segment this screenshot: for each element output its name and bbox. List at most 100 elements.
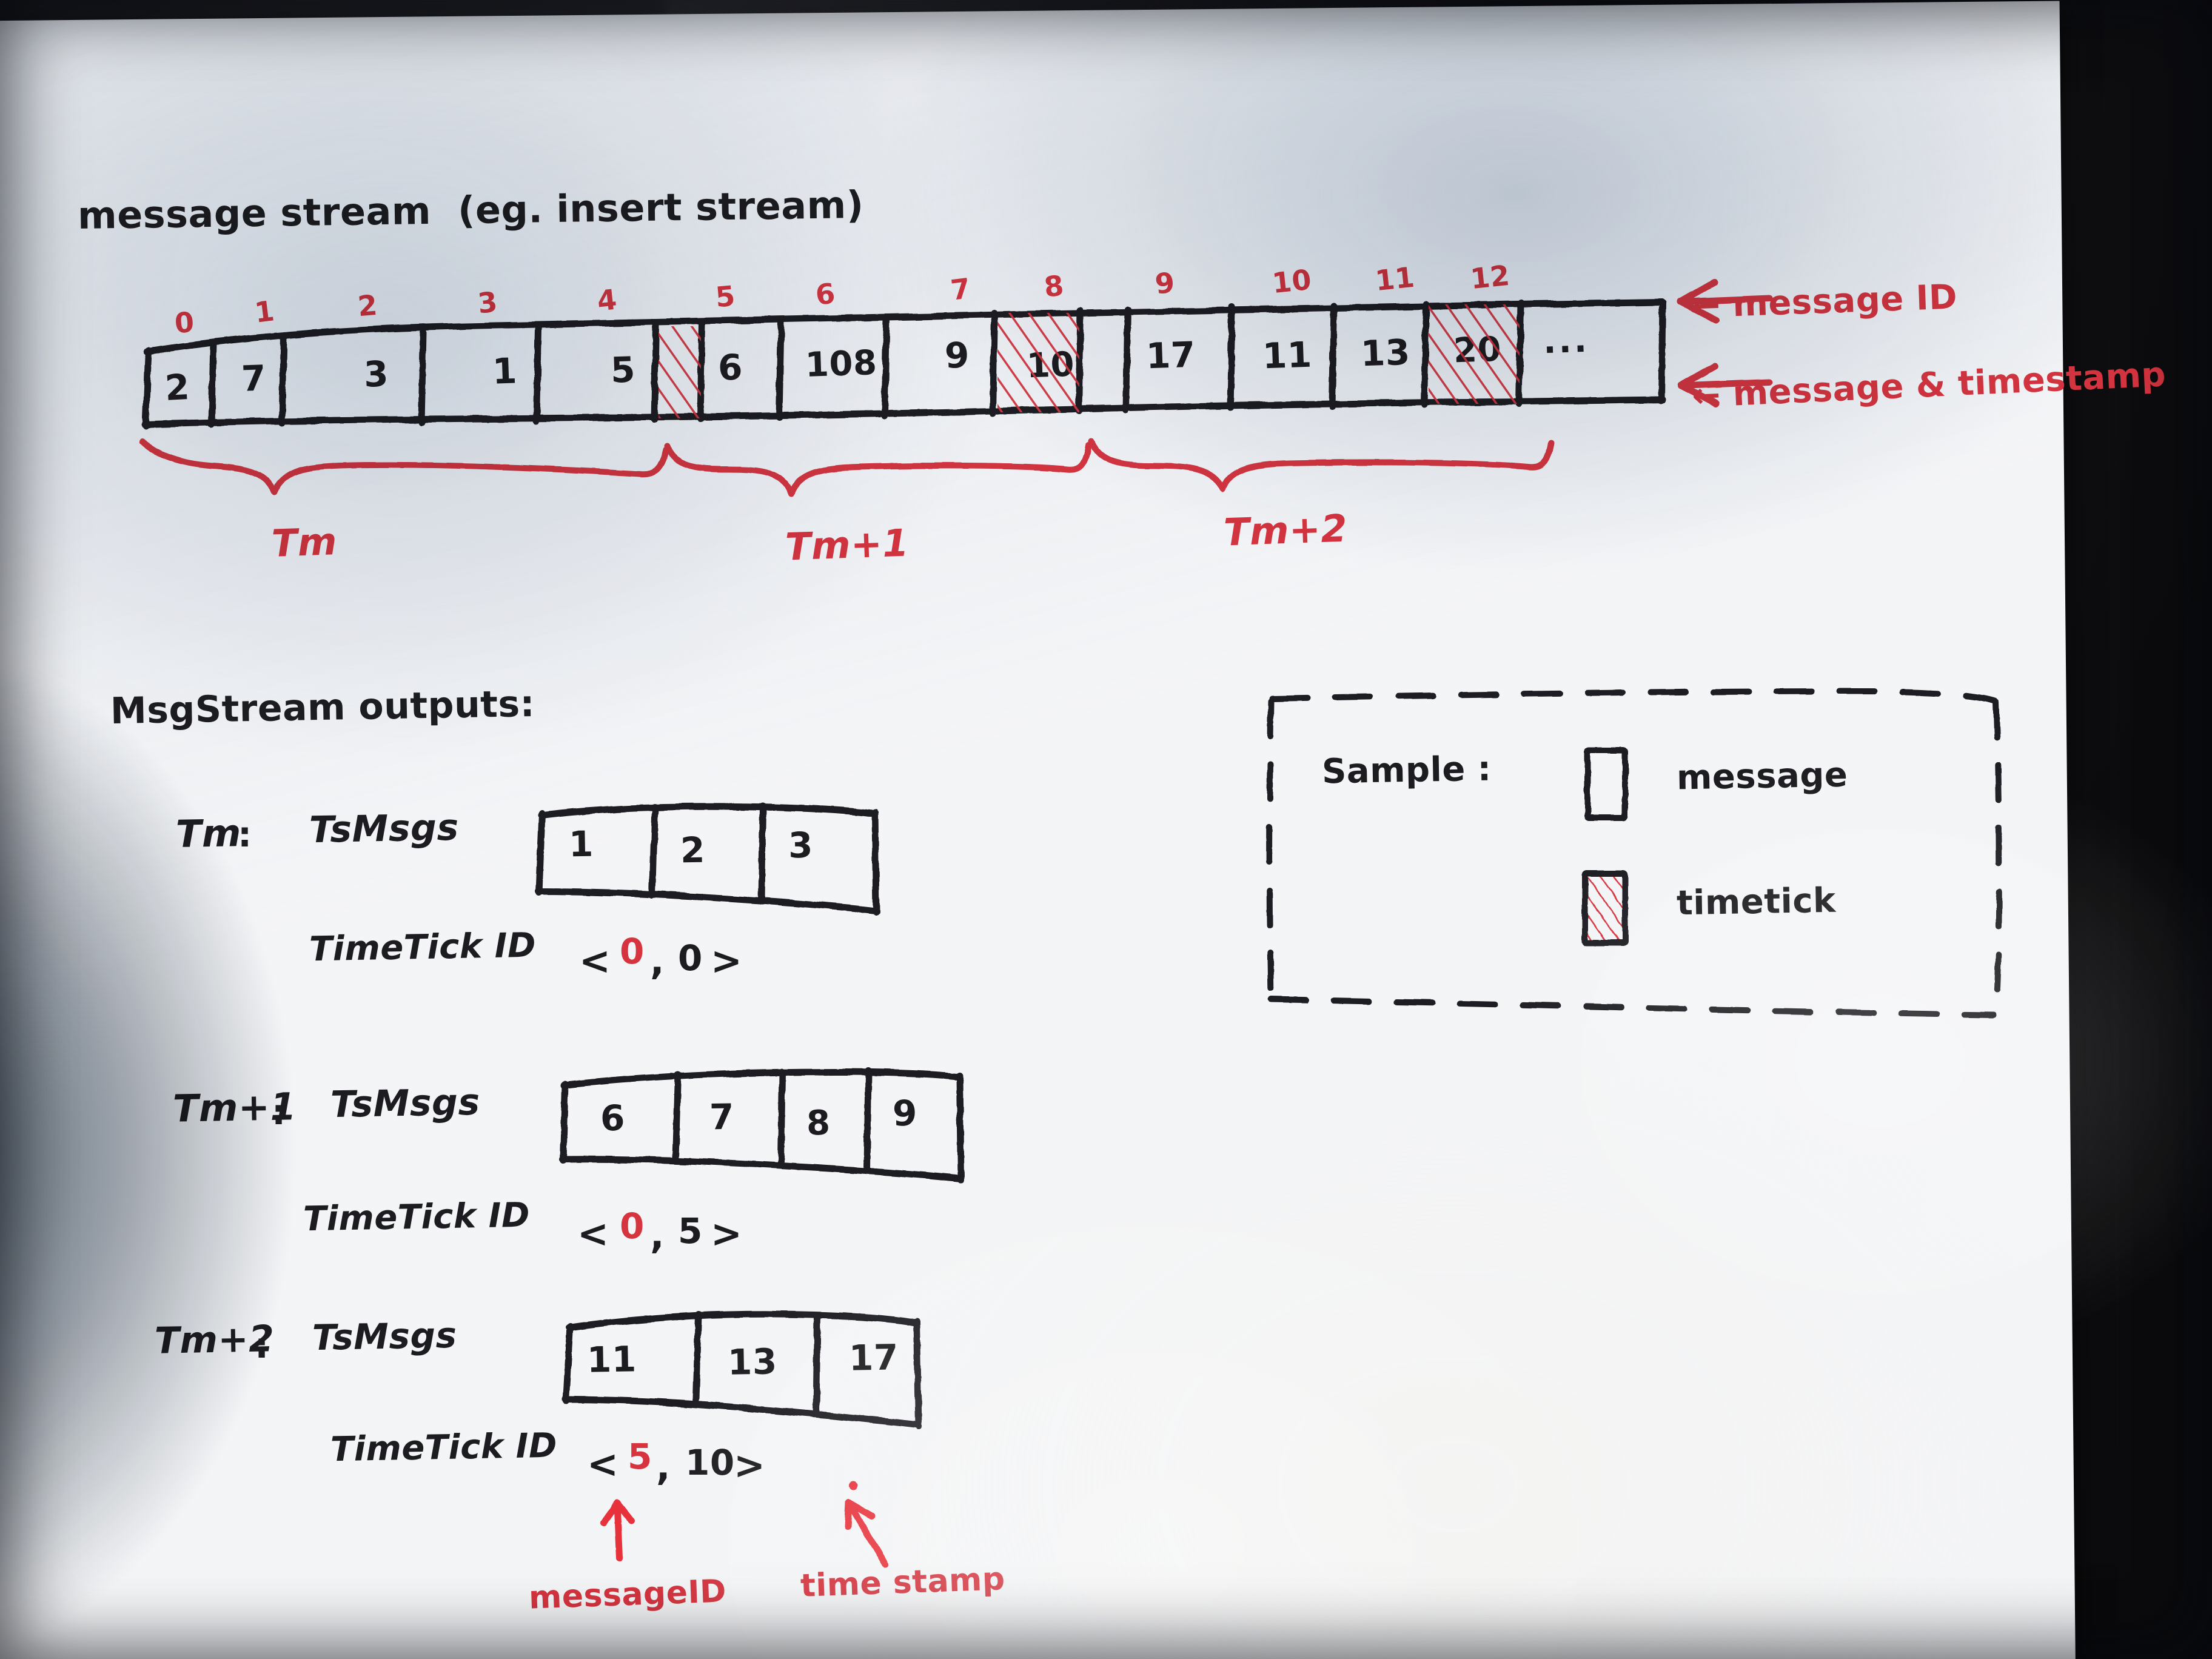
output-msg-cell: 6	[600, 1097, 626, 1139]
output-table-tm-bottom	[535, 888, 879, 914]
output-table-tm1-divider	[672, 1071, 682, 1162]
tick-message-id: 0	[620, 931, 645, 972]
legend-swatch-timetick	[1582, 870, 1628, 945]
stream-index: 0	[173, 305, 196, 340]
legend-box	[1266, 688, 2002, 1018]
legend-box-left	[1266, 698, 1274, 1004]
tick-timestamp: 10	[685, 1442, 735, 1483]
tick-timestamp: 0	[678, 937, 703, 979]
stream-cell-divider	[1075, 307, 1084, 415]
output-table-tm1-divider	[863, 1067, 872, 1173]
stream-cell-value: 6	[717, 346, 744, 389]
stream-cell-value: 10	[1025, 344, 1076, 386]
stream-cell-divider	[776, 318, 785, 421]
annotation-message-id: ← message ID	[1691, 277, 1959, 326]
annotation-message-timestamp: ← message & timestamp	[1691, 355, 2167, 416]
arrow-diagonal-timestamp-icon	[844, 1499, 889, 1568]
output-tick-label: TimeTick ID	[330, 1426, 558, 1470]
stream-cell-divider	[651, 322, 660, 423]
brace-tm2	[1088, 438, 1554, 492]
output-msg-cell: 8	[806, 1103, 831, 1144]
output-msg-cell: 13	[727, 1341, 778, 1383]
tick-open-bracket: <	[579, 939, 611, 983]
legend-item-label-timetick: timetick	[1676, 880, 1837, 923]
output-msg-cell: 3	[788, 824, 814, 866]
legend-title: Sample :	[1321, 749, 1492, 792]
output-msg-cell: 2	[680, 829, 706, 871]
arrow-up-message-id-icon	[600, 1499, 635, 1562]
output-table-tm-divider	[758, 803, 766, 905]
arrow-dot	[849, 1481, 857, 1490]
legend-box-right	[1992, 699, 2002, 1017]
stream-cell-divider	[881, 314, 890, 420]
stream-cell-value: 108	[804, 343, 878, 386]
stream-cell-value: 1	[491, 350, 518, 392]
tick-message-id: 5	[628, 1436, 652, 1477]
stream-cell-divider	[989, 309, 998, 417]
output-msg-cell: 11	[586, 1338, 637, 1381]
stream-cell-value: 3	[363, 353, 390, 395]
brace-label-tm: Tm	[270, 519, 338, 566]
output-table-tm2-bottom	[561, 1396, 922, 1429]
brace-tm	[139, 438, 669, 495]
stream-cell-ellipsis: ...	[1542, 320, 1590, 362]
stream-index: 7	[948, 272, 973, 307]
stream-cell-value: 5	[609, 349, 637, 391]
stream-cell-divider	[1421, 301, 1430, 409]
stream-index: 3	[476, 285, 500, 320]
output-table-tm-top	[538, 803, 878, 819]
timetick-hatch-cell-4	[659, 326, 701, 418]
legend-box-bottom	[1268, 996, 1997, 1018]
stream-cell-divider	[1329, 302, 1338, 410]
stream-table-left-cap	[142, 347, 152, 429]
stream-table-right-cap	[1658, 300, 1666, 404]
stream-index: 1	[252, 294, 276, 329]
output-table-tm2-right	[913, 1318, 922, 1430]
output-table-tm1-right	[956, 1072, 965, 1184]
output-msgs-label: TsMsgs	[330, 1081, 481, 1127]
output-table-tm1-top	[560, 1068, 963, 1089]
stream-cell-divider	[278, 333, 287, 427]
output-table-tm-left	[535, 810, 546, 896]
stream-index: 12	[1469, 258, 1512, 296]
stream-cell-value: 9	[943, 334, 971, 377]
stream-table-bottom-edge	[141, 396, 1666, 428]
output-table-tm1-bottom	[559, 1156, 964, 1182]
output-msgs-label: TsMsgs	[309, 806, 460, 852]
stream-cell-value: 17	[1145, 333, 1196, 377]
output-table-tm2-left	[562, 1323, 574, 1404]
callout-message-id: messageID	[528, 1573, 727, 1617]
tick-open-bracket: <	[577, 1212, 609, 1256]
output-group-separator: :	[238, 814, 252, 855]
output-tick-label: TimeTick ID	[303, 1195, 531, 1239]
stream-cell-divider	[1227, 303, 1236, 411]
callout-timestamp: time stamp	[800, 1561, 1006, 1604]
output-table-tm2-top	[565, 1310, 920, 1332]
stream-cell-divider	[697, 320, 706, 422]
output-table-tm-right	[871, 809, 880, 916]
tick-close-bracket: >	[711, 939, 743, 983]
output-msg-cell: 9	[892, 1092, 918, 1134]
tick-comma: ,	[650, 939, 665, 983]
stream-index: 6	[814, 276, 837, 312]
output-group-name-tm: Tm	[175, 811, 242, 856]
tick-timestamp: 5	[678, 1210, 703, 1252]
output-msgs-label: TsMsgs	[312, 1314, 458, 1359]
output-msg-cell: 7	[709, 1096, 735, 1138]
stream-cell-divider	[418, 329, 427, 426]
output-group-separator: :	[272, 1091, 286, 1133]
tick-close-bracket: >	[711, 1212, 743, 1256]
legend-item-label-message: message	[1676, 755, 1848, 798]
stream-cell-value: 20	[1452, 329, 1503, 371]
legend-swatch-message	[1584, 748, 1628, 820]
stream-cell-divider	[1515, 300, 1524, 407]
tick-message-id: 0	[620, 1205, 645, 1247]
output-table-tm2-divider	[692, 1311, 702, 1403]
stream-cell-divider	[533, 325, 542, 424]
output-table-tm2-divider	[813, 1312, 821, 1418]
legend-box-top	[1269, 688, 1998, 704]
output-msg-cell: 1	[568, 823, 594, 865]
